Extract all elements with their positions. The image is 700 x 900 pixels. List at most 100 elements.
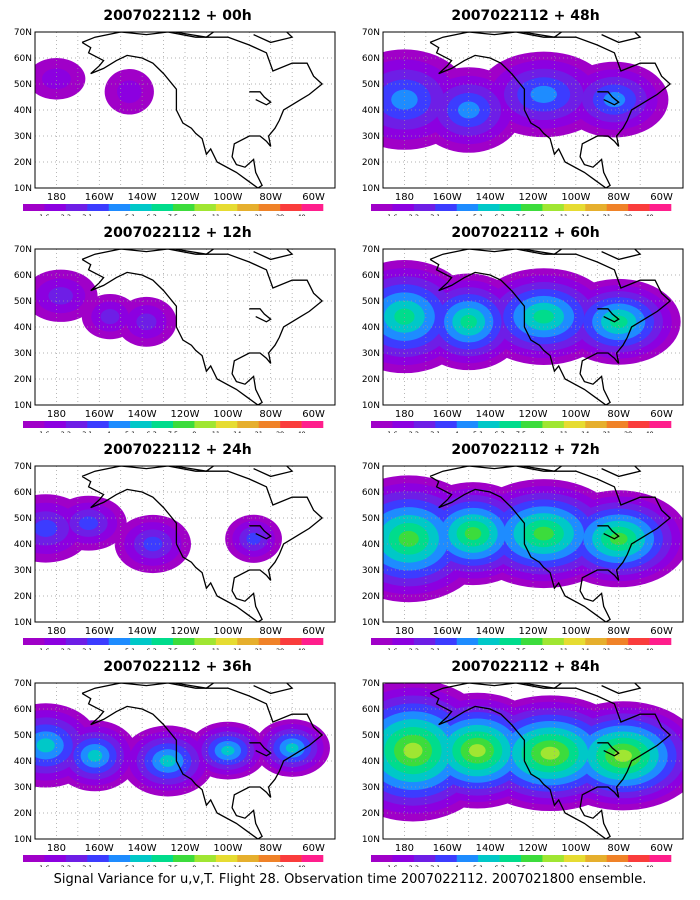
lat-tick-label: 20N — [362, 158, 380, 168]
figure-caption: Signal Variance for u,v,T. Flight 28. Ob… — [53, 872, 647, 887]
colorbar-label: 3.1 — [430, 430, 440, 433]
colorbar-label: 7.5 — [168, 864, 178, 867]
variance-contours — [383, 683, 683, 822]
panel-title: 2007022112 + 84h — [451, 659, 600, 675]
lon-tick-label: 140W — [128, 626, 157, 637]
colorbar-label: 21 — [255, 213, 263, 216]
colorbar-label: 9 — [540, 430, 544, 433]
lon-tick-label: 100W — [213, 626, 242, 637]
lat-tick-label: 20N — [362, 809, 380, 819]
lat-tick-label: 40N — [14, 540, 32, 550]
colorbar-label: 40 — [297, 430, 305, 433]
colorbar-label: 14 — [581, 864, 589, 867]
colorbar-swatch — [280, 204, 302, 211]
colorbar-swatch — [371, 855, 393, 862]
colorbar-swatch — [606, 638, 629, 645]
colorbar-label: 40 — [645, 430, 653, 433]
lon-tick-label: 160W — [433, 843, 462, 854]
colorbar-label: 5.1 — [473, 864, 483, 867]
colorbar-swatch — [392, 638, 415, 645]
colorbar-swatch — [65, 421, 88, 428]
colorbar-swatch — [23, 638, 45, 645]
colorbar-swatch — [301, 204, 324, 211]
colorbar-label: 6.3 — [494, 213, 504, 216]
lon-tick-label: 60W — [650, 626, 673, 637]
colorbar-label: 9 — [540, 647, 544, 650]
variance-map: 70N 60N 50N 40N 30N 20N 10N 180 160W 140W 120W 100W… — [362, 28, 684, 216]
colorbar-swatch — [413, 421, 436, 428]
coastline — [429, 683, 672, 839]
lon-tick-label: 120W — [519, 843, 548, 854]
lat-tick-label: 40N — [362, 106, 380, 116]
coastlines — [429, 683, 672, 839]
lat-tick-label: 30N — [14, 132, 32, 142]
colorbar-swatch — [521, 421, 543, 428]
contour-level — [533, 526, 554, 541]
coastline — [522, 466, 563, 472]
colorbar-label: 11 — [212, 647, 220, 650]
colorbar-swatch — [173, 855, 195, 862]
colorbar-label: 21 — [603, 864, 611, 867]
colorbar-label: 14 — [581, 213, 589, 216]
lat-tick-label: 30N — [14, 349, 32, 359]
colorbar-label: 6.3 — [494, 647, 504, 650]
colorbar-label: 14 — [233, 213, 241, 216]
colorbar-swatch — [65, 638, 88, 645]
colorbar-label: 9 — [192, 647, 196, 650]
colorbar-swatch — [606, 421, 629, 428]
variance-contours — [383, 260, 681, 374]
map-panel-60h: 2007022112 + 60h 70N 60N 50N 40N 30N 20N 10N 18… — [353, 217, 698, 433]
colorbar-swatch — [563, 421, 586, 428]
coastline — [81, 466, 324, 622]
lon-tick-label: 180 — [395, 192, 414, 203]
coastline — [522, 683, 563, 689]
colorbar-label: 29 — [624, 864, 632, 867]
colorbar-swatch — [521, 638, 543, 645]
colorbar-label: 6.3 — [494, 864, 504, 867]
contour-level — [464, 527, 482, 541]
panel-title: 2007022112 + 60h — [451, 225, 600, 241]
colorbar-swatch — [301, 855, 324, 862]
coastline — [601, 32, 642, 44]
contour-level — [603, 92, 626, 108]
coastline — [601, 466, 642, 478]
colorbar-label: 2.2 — [409, 647, 419, 650]
colorbar-label: 2.2 — [61, 213, 71, 216]
coastline — [174, 466, 215, 472]
map-panel-12h: 2007022112 + 12h 70N 60N 50N 40N 30N 20N 10N 18… — [5, 217, 350, 433]
contour-level — [79, 516, 99, 531]
contour-level — [136, 313, 157, 331]
colorbar-label: 4 — [107, 430, 111, 433]
colorbar-label: 1.6 — [39, 430, 49, 433]
panel-title: 2007022112 + 12h — [103, 225, 252, 241]
colorbar-swatch — [173, 638, 195, 645]
colorbar-swatch — [151, 855, 174, 862]
colorbar-label: 21 — [255, 430, 263, 433]
lon-tick-label: 100W — [561, 843, 590, 854]
contour-level — [394, 308, 415, 325]
colorbar-label: 29 — [624, 213, 632, 216]
lon-tick-label: 60W — [302, 626, 325, 637]
lat-tick-label: 50N — [362, 80, 380, 90]
colorbar-label: 1.6 — [39, 647, 49, 650]
lon-tick-label: 60W — [650, 192, 673, 203]
lon-tick-label: 120W — [519, 409, 548, 420]
panel-title: 2007022112 + 48h — [451, 8, 600, 24]
colorbar-swatch — [237, 855, 260, 862]
colorbar-label: 3.1 — [82, 647, 92, 650]
colorbar-swatch — [130, 421, 152, 428]
colorbar-label: 9 — [540, 213, 544, 216]
coastlines — [81, 32, 324, 188]
map-frame — [382, 248, 684, 406]
colorbar-label: 2.2 — [61, 864, 71, 867]
colorbar-swatch — [237, 638, 260, 645]
colorbar-swatch — [649, 204, 672, 211]
lon-tick-label: 80W — [259, 843, 282, 854]
colorbar-swatch — [628, 421, 650, 428]
colorbar-label: 1.6 — [39, 213, 49, 216]
lat-tick-label: 10N — [362, 618, 380, 628]
contour-level — [35, 519, 58, 537]
colorbar-swatch — [87, 421, 110, 428]
colorbar-label: 14 — [233, 647, 241, 650]
coastline — [174, 683, 215, 689]
